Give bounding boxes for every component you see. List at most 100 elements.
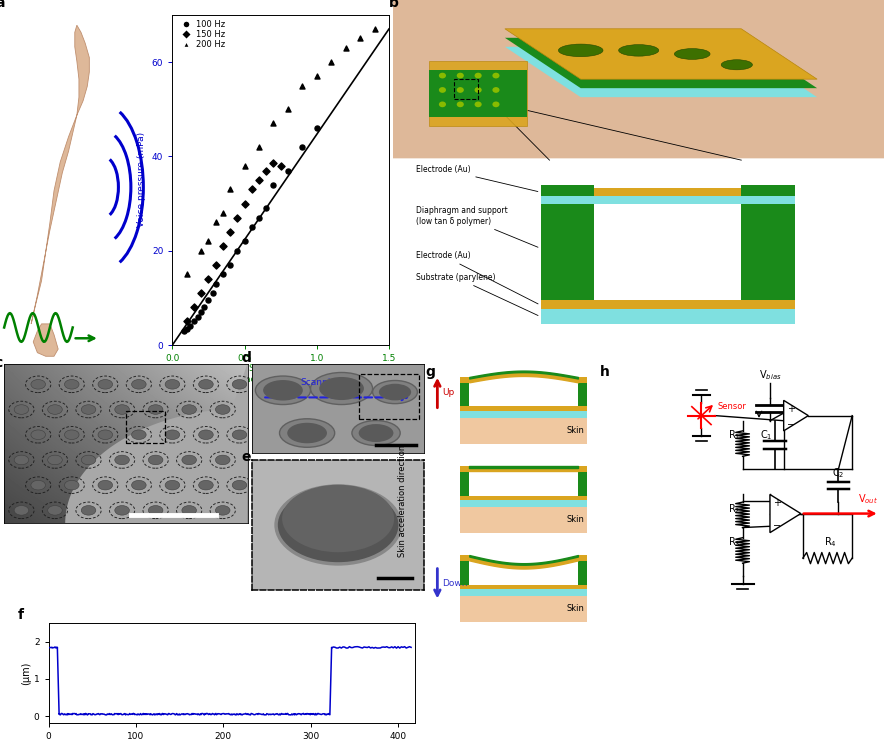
Bar bbox=[541, 188, 795, 196]
Bar bbox=[460, 418, 587, 444]
Circle shape bbox=[65, 379, 79, 389]
Ellipse shape bbox=[619, 45, 659, 56]
Point bbox=[194, 287, 209, 299]
Bar bbox=[578, 377, 587, 383]
Point bbox=[223, 259, 237, 271]
Circle shape bbox=[31, 480, 45, 490]
Point bbox=[281, 165, 295, 177]
Circle shape bbox=[115, 404, 129, 414]
Circle shape bbox=[232, 379, 247, 389]
Text: R$_3$: R$_3$ bbox=[728, 536, 741, 549]
Point bbox=[252, 141, 266, 153]
Circle shape bbox=[149, 505, 163, 515]
Bar bbox=[578, 471, 587, 496]
Point bbox=[274, 160, 288, 171]
Polygon shape bbox=[505, 38, 817, 88]
Circle shape bbox=[199, 480, 213, 490]
Text: Diaphragm and support
(low tan δ polymer): Diaphragm and support (low tan δ polymer… bbox=[415, 206, 538, 247]
Circle shape bbox=[263, 380, 303, 401]
Bar bbox=[460, 585, 587, 589]
Point bbox=[202, 295, 216, 306]
FancyBboxPatch shape bbox=[385, 0, 884, 158]
Bar bbox=[460, 466, 469, 472]
Point bbox=[179, 323, 194, 335]
Point bbox=[177, 325, 191, 337]
Circle shape bbox=[65, 480, 79, 490]
Polygon shape bbox=[770, 494, 801, 533]
Polygon shape bbox=[505, 47, 817, 97]
Point bbox=[206, 287, 220, 299]
Text: R$_1$: R$_1$ bbox=[728, 429, 741, 442]
Text: V$_{out}$: V$_{out}$ bbox=[857, 492, 878, 506]
Circle shape bbox=[165, 430, 179, 439]
Point bbox=[187, 315, 202, 327]
Bar bbox=[541, 186, 594, 196]
Circle shape bbox=[182, 505, 196, 515]
Point bbox=[245, 183, 259, 195]
Point bbox=[339, 42, 353, 54]
Bar bbox=[460, 597, 587, 622]
Circle shape bbox=[457, 87, 464, 93]
Point bbox=[216, 240, 230, 252]
Point bbox=[238, 160, 252, 171]
Point bbox=[252, 211, 266, 223]
Circle shape bbox=[48, 404, 62, 414]
Circle shape bbox=[132, 379, 146, 389]
Circle shape bbox=[81, 455, 95, 464]
Circle shape bbox=[216, 455, 230, 464]
Text: Skin acceleration direction: Skin acceleration direction bbox=[399, 444, 408, 557]
Circle shape bbox=[359, 424, 393, 442]
Text: c: c bbox=[0, 355, 3, 370]
Point bbox=[209, 217, 223, 229]
Point bbox=[179, 315, 194, 327]
Text: a: a bbox=[0, 0, 5, 10]
Point bbox=[197, 301, 211, 313]
Point bbox=[179, 269, 194, 280]
Text: Skin: Skin bbox=[567, 605, 584, 614]
Text: Skin: Skin bbox=[567, 516, 584, 525]
Bar bbox=[359, 374, 419, 418]
Circle shape bbox=[232, 430, 247, 439]
Text: Electrode (Au): Electrode (Au) bbox=[415, 165, 537, 191]
Circle shape bbox=[165, 480, 179, 490]
Point bbox=[309, 122, 324, 134]
Text: R$_4$: R$_4$ bbox=[824, 536, 836, 549]
Circle shape bbox=[149, 455, 163, 464]
Circle shape bbox=[438, 87, 446, 93]
Circle shape bbox=[373, 381, 417, 404]
Text: Down: Down bbox=[443, 579, 468, 588]
Text: e: e bbox=[241, 450, 251, 464]
Bar bbox=[460, 508, 587, 533]
Circle shape bbox=[475, 73, 482, 79]
Polygon shape bbox=[65, 364, 248, 523]
Point bbox=[266, 157, 280, 169]
Text: C$_2$: C$_2$ bbox=[832, 467, 845, 481]
Circle shape bbox=[310, 372, 373, 404]
Point bbox=[238, 235, 252, 247]
Polygon shape bbox=[31, 25, 89, 324]
Text: −: − bbox=[774, 522, 781, 531]
Text: f: f bbox=[18, 608, 24, 623]
Bar bbox=[541, 309, 795, 324]
Point bbox=[183, 321, 197, 332]
Circle shape bbox=[98, 379, 112, 389]
Circle shape bbox=[98, 480, 112, 490]
Circle shape bbox=[132, 480, 146, 490]
Point bbox=[353, 33, 367, 45]
Circle shape bbox=[352, 421, 400, 445]
Point bbox=[324, 56, 339, 68]
Circle shape bbox=[457, 102, 464, 108]
Bar bbox=[429, 61, 527, 126]
Text: −: − bbox=[787, 419, 795, 430]
Bar bbox=[453, 79, 478, 99]
Point bbox=[230, 245, 244, 257]
Circle shape bbox=[14, 455, 29, 464]
Ellipse shape bbox=[674, 48, 710, 59]
Point bbox=[309, 70, 324, 82]
Point bbox=[216, 207, 230, 219]
Circle shape bbox=[475, 102, 482, 108]
Point bbox=[252, 174, 266, 186]
Text: Scanning: Scanning bbox=[301, 378, 342, 387]
Circle shape bbox=[65, 430, 79, 439]
Point bbox=[259, 203, 273, 214]
